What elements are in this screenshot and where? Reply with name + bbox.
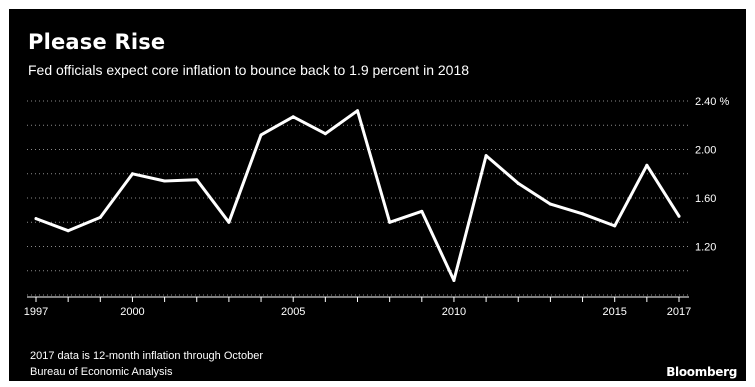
data-point	[34, 217, 38, 221]
source-note: Bureau of Economic Analysis	[30, 366, 173, 378]
data-point	[66, 229, 70, 233]
y-tick-label: 2.00	[695, 145, 716, 157]
chart-panel: Please Rise Fed officials expect core in…	[9, 9, 746, 381]
data-point	[484, 154, 488, 158]
x-tick-label: 2000	[120, 306, 144, 318]
data-point	[645, 163, 649, 167]
y-tick-label: 2.40 %	[695, 96, 729, 108]
data-point	[356, 109, 359, 113]
data-point	[516, 181, 520, 185]
data-point	[420, 209, 424, 213]
data-points	[34, 109, 681, 282]
chart-subtitle: Fed officials expect core inflation to b…	[28, 62, 470, 78]
data-point	[613, 224, 617, 228]
data-point	[195, 178, 199, 182]
series-layer	[34, 109, 681, 282]
y-tick-label: 1.60	[695, 193, 716, 205]
data-point	[130, 172, 134, 176]
x-tick-label: 2010	[442, 306, 466, 318]
chart-title: Please Rise	[28, 30, 166, 54]
bloomberg-logo: Bloomberg	[666, 365, 737, 379]
data-point	[548, 202, 552, 206]
line-chart: 1997 2000 2005 2010 2015 2017 2.40 % 2.00 1.60 1…	[24, 96, 730, 318]
data-point	[323, 132, 327, 136]
data-point	[227, 220, 231, 224]
data-point	[452, 278, 456, 282]
x-axis: 1997 2000 2005 2010 2015 2017	[24, 296, 691, 318]
x-tick-label: 2005	[281, 306, 305, 318]
y-axis-labels: 2.40 % 2.00 1.60 1.20	[695, 96, 729, 254]
series-line	[34, 109, 681, 282]
data-point	[163, 179, 167, 183]
data-point	[98, 215, 102, 219]
x-tick-label: 1997	[24, 306, 48, 318]
x-tick-label: 2015	[602, 306, 626, 318]
x-tick-label: 2017	[667, 306, 691, 318]
y-tick-label: 1.20	[695, 242, 716, 254]
data-point	[677, 214, 681, 218]
data-point	[291, 115, 295, 119]
data-point	[259, 133, 263, 137]
gridlines	[27, 100, 689, 296]
data-point	[581, 212, 585, 216]
footnote: 2017 data is 12-month inflation through …	[30, 350, 263, 362]
data-point	[388, 220, 392, 224]
